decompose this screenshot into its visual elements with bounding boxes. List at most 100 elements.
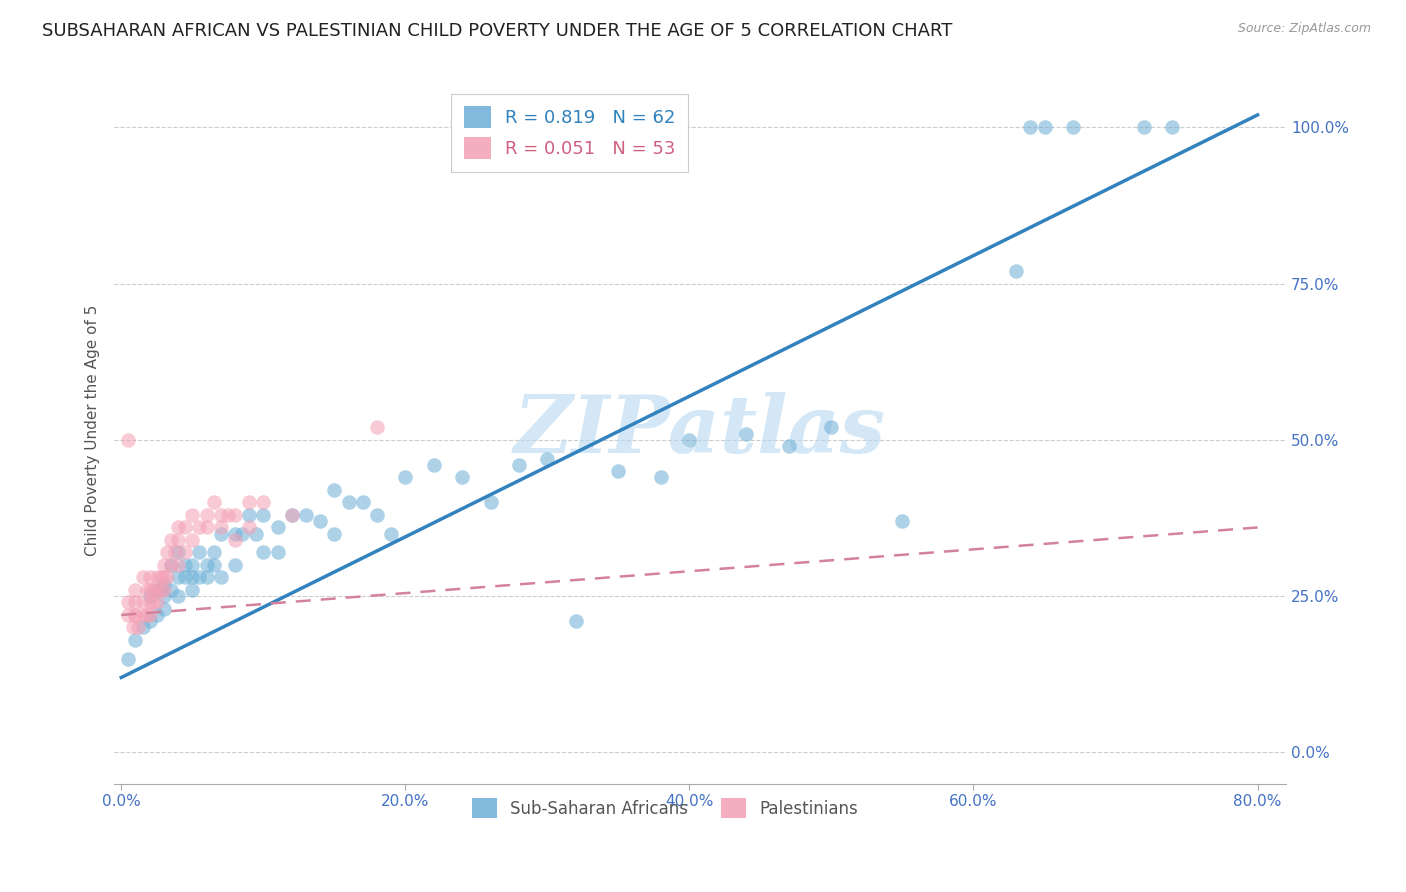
Point (202, 545, 225, 559)
Point (121, 620, 143, 634)
Point (778, 439, 800, 453)
Point (146, 582, 169, 597)
Point (565, 614, 588, 628)
Point (217, 508, 239, 522)
Point (202, 558, 225, 572)
Point (146, 570, 169, 584)
Point (167, 589, 190, 603)
Point (141, 595, 163, 609)
Point (394, 470, 416, 484)
Point (174, 545, 197, 559)
Point (181, 508, 204, 522)
Point (352, 495, 374, 509)
Point (209, 526, 232, 541)
Point (209, 520, 232, 534)
Point (188, 520, 211, 534)
Point (252, 508, 274, 522)
Point (508, 458, 530, 472)
Point (153, 601, 176, 615)
Point (224, 558, 246, 572)
Point (138, 595, 160, 609)
Point (138, 582, 160, 597)
Point (131, 607, 153, 622)
Point (124, 632, 146, 647)
Point (150, 582, 173, 597)
Point (174, 520, 197, 534)
Point (138, 614, 160, 628)
Point (188, 545, 211, 559)
Point (202, 495, 225, 509)
Point (280, 508, 302, 522)
Point (165, 545, 187, 559)
Point (423, 458, 446, 472)
Point (238, 508, 260, 522)
Point (650, 470, 672, 484)
Point (160, 558, 183, 572)
Point (195, 520, 218, 534)
Point (160, 558, 183, 572)
Point (124, 582, 146, 597)
Point (195, 508, 218, 522)
Point (156, 545, 179, 559)
Point (124, 607, 146, 622)
Point (209, 570, 232, 584)
Point (678, 433, 700, 447)
Point (309, 514, 332, 528)
Point (451, 470, 474, 484)
Point (224, 526, 246, 541)
Point (323, 483, 346, 497)
Point (181, 558, 204, 572)
Point (138, 589, 160, 603)
Point (167, 520, 190, 534)
Point (323, 526, 346, 541)
Point (131, 570, 153, 584)
Point (131, 595, 153, 609)
Point (245, 526, 267, 541)
Point (181, 533, 204, 547)
Point (1033, 120, 1056, 135)
Point (188, 570, 211, 584)
Point (135, 582, 157, 597)
Point (124, 595, 146, 609)
Point (174, 570, 197, 584)
Point (280, 508, 302, 522)
Point (181, 582, 204, 597)
Point (138, 570, 160, 584)
Point (160, 582, 183, 597)
Y-axis label: Child Poverty Under the Age of 5: Child Poverty Under the Age of 5 (86, 305, 100, 557)
Point (117, 651, 139, 665)
Point (479, 495, 502, 509)
Point (167, 558, 190, 572)
Point (131, 620, 153, 634)
Point (366, 508, 388, 522)
Point (266, 545, 288, 559)
Point (150, 570, 173, 584)
Point (1161, 120, 1184, 135)
Point (209, 508, 232, 522)
Point (138, 607, 160, 622)
Point (891, 514, 914, 528)
Point (536, 451, 558, 466)
Point (252, 545, 274, 559)
Point (735, 426, 758, 441)
Legend: Sub-Saharan Africans, Palestinians: Sub-Saharan Africans, Palestinians (465, 791, 865, 825)
Point (366, 420, 388, 434)
Point (117, 433, 139, 447)
Text: Source: ZipAtlas.com: Source: ZipAtlas.com (1237, 22, 1371, 36)
Point (231, 526, 253, 541)
Point (167, 533, 190, 547)
Point (1062, 120, 1084, 135)
Point (153, 589, 176, 603)
Point (124, 607, 146, 622)
Point (167, 570, 190, 584)
Point (141, 582, 163, 597)
Point (117, 607, 139, 622)
Point (146, 607, 169, 622)
Point (153, 558, 176, 572)
Point (195, 558, 218, 572)
Point (607, 464, 630, 478)
Point (153, 582, 176, 597)
Point (174, 558, 197, 572)
Point (153, 576, 176, 591)
Point (117, 595, 139, 609)
